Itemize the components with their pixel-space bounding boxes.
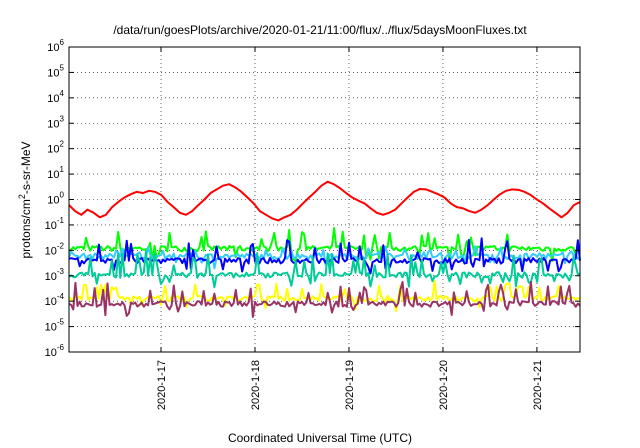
y-tick-label: 10-6 xyxy=(45,343,65,359)
y-tick-label: 10-3 xyxy=(45,267,65,283)
y-tick-label: 101 xyxy=(47,165,64,181)
series-line-6 xyxy=(68,280,581,318)
x-axis-label: Coordinated Universal Time (UTC) xyxy=(228,431,412,445)
y-tick-label: 102 xyxy=(47,140,64,156)
series-line-1 xyxy=(68,227,581,263)
y-tick-label: 104 xyxy=(47,89,64,105)
x-tick-label: 2020-1-17 xyxy=(156,360,168,410)
series-line-5 xyxy=(68,279,581,313)
series-line-0 xyxy=(68,180,581,222)
y-tick-label: 105 xyxy=(47,63,64,79)
chart-title: /data/run/goesPlots/archive/2020-01-21/1… xyxy=(113,23,527,37)
x-tick-label: 2020-1-18 xyxy=(250,360,262,410)
x-tick-label: 2020-1-21 xyxy=(532,360,544,410)
series-line-4 xyxy=(68,250,581,289)
y-tick-label: 103 xyxy=(47,114,64,130)
x-tick-label: 2020-1-20 xyxy=(438,360,450,410)
y-axis-label: protons/cm2-s-sr-MeV xyxy=(17,141,33,258)
grid-lines xyxy=(69,46,580,353)
x-tick-label: 2020-1-19 xyxy=(344,360,356,410)
y-tick-label: 10-2 xyxy=(45,241,65,257)
y-tick-label: 106 xyxy=(47,38,64,54)
y-tick-label: 10-1 xyxy=(45,216,65,232)
series-group xyxy=(68,180,581,318)
y-axis-ticks: 10-6 10-5 10-4 10-3 10-2 10-1 100 101 102 103 104 1… xyxy=(45,38,580,359)
x-axis-ticks: 2020-1-17 2020-1-18 2020-1-19 2020-1-20 2020… xyxy=(156,47,544,410)
y-tick-label: 10-4 xyxy=(45,292,65,308)
y-tick-label: 100 xyxy=(47,191,64,207)
y-tick-label: 10-5 xyxy=(45,318,65,334)
